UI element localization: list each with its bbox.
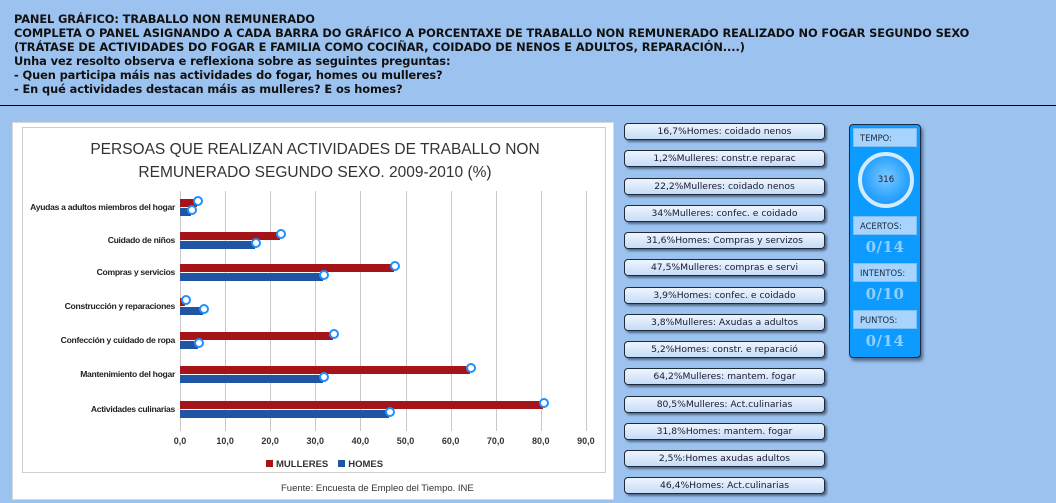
gridline (450, 191, 452, 431)
x-tick-label: 0,0 (173, 436, 187, 446)
bar-mulleres (180, 332, 334, 340)
gridline (225, 191, 227, 431)
page-title: PANEL GRÁFICO: TRABALLO NON REMUNERADO (14, 12, 315, 26)
x-tick-label: 40,0 (351, 436, 370, 446)
chart-image: PERSOAS QUE REALIZAN ACTIVIDADES DE TRAB… (12, 122, 614, 500)
legend-swatch-mulleres (266, 460, 273, 467)
instruction-line-2: (TRÁTASE DE ACTIVIDADES DO FOGAR E FAMIL… (14, 40, 745, 54)
legend-swatch-homes (338, 460, 346, 467)
x-tick-label: 10,0 (216, 436, 234, 446)
timer-dial: 316 (858, 152, 914, 208)
timer-value: 316 (877, 175, 895, 185)
chart-source: Fuente: Encuesta de Empleo del Tiempo. I… (281, 483, 474, 494)
legend-item-homes: HOMES (338, 459, 383, 470)
hits-label: ACERTOS: (853, 216, 917, 235)
bar-homes (180, 208, 192, 216)
bar-homes (180, 341, 198, 349)
draggable-label[interactable]: 3,8%Mulleres: Axudas a adultos (624, 313, 825, 331)
bar-mulleres (180, 199, 198, 207)
drop-target-mulleres[interactable] (390, 261, 401, 271)
score-panel: TEMPO: 316 ACERTOS: 0/14 INTENTOS: 0/10 … (849, 124, 921, 358)
instruction-line-1: COMPLETA O PANEL ASIGNANDO A CADA BARRA … (14, 26, 970, 40)
category-label: Compras y servicios (96, 267, 176, 277)
draggable-label[interactable]: 46,4%Homes: Act.culinarias (624, 477, 825, 495)
draggable-label[interactable]: 22,2%Mulleres: coidado nenos (624, 177, 825, 195)
attempts-value: 0/10 (865, 285, 905, 303)
draggable-label[interactable]: 31,6%Homes: Compras y servizos (624, 232, 825, 249)
draggable-label[interactable]: 80,5%Mulleres: Act.culinarias (624, 395, 825, 413)
category-label: Construcción y reparaciones (64, 301, 176, 311)
x-tick-label: 30,0 (306, 436, 325, 446)
category-label: Actividades culinarias (90, 404, 175, 414)
bar-homes (180, 410, 390, 418)
chart-title-line-1: PERSOAS QUE REALIZAN ACTIVIDADES DE TRAB… (90, 141, 540, 158)
x-tick-label: 60,0 (441, 436, 460, 446)
drop-target-mulleres[interactable] (465, 363, 476, 373)
chart-title-line-2: REMUNERADO SEGUNDO SEXO. 2009-2010 (%) (138, 164, 492, 181)
gridline (405, 191, 407, 431)
draggable-label[interactable]: 1,2%Mulleres: constr.e reparac (624, 150, 825, 168)
attempts-label: INTENTOS: (853, 263, 917, 282)
question-1: - Quen participa máis nas actividades do… (14, 68, 443, 82)
draggable-label[interactable]: 47,5%Mulleres: compras e servi (624, 259, 825, 277)
reflection-prompt: Unha vez resolto observa e reflexiona so… (14, 54, 451, 68)
bar-homes (180, 307, 204, 315)
x-tick-label: 20,0 (261, 436, 279, 446)
x-tick-label: 80,0 (532, 436, 550, 446)
drop-target-homes[interactable] (193, 338, 204, 348)
bar-mulleres (180, 264, 395, 272)
chart-legend: MULLERES HOMES (266, 459, 383, 470)
bar-homes (180, 375, 324, 383)
category-label: Confección y cuidado de ropa (60, 335, 176, 345)
drop-target-homes[interactable] (385, 407, 396, 417)
drop-target-homes[interactable] (319, 372, 330, 382)
gridline (315, 191, 317, 431)
gridline (270, 191, 272, 431)
gridline (540, 191, 542, 431)
draggable-label[interactable]: 2,5%:Homes axudas adultos (624, 450, 825, 467)
question-2: - En qué actividades destacan máis as mu… (14, 82, 403, 96)
draggable-label[interactable]: 34%Mulleres: confec. e coidado (624, 204, 825, 222)
drop-target-homes[interactable] (251, 238, 262, 248)
x-tick-label: 50,0 (396, 436, 415, 446)
drop-target-homes[interactable] (199, 304, 210, 314)
legend-item-mulleres: MULLERES (266, 459, 328, 470)
drop-target-mulleres[interactable] (276, 229, 287, 239)
points-label: PUNTOS: (853, 310, 917, 329)
draggable-label[interactable]: 5,2%Homes: constr. e reparació (624, 341, 825, 358)
category-label: Mantenimiento del hogar (80, 369, 175, 379)
plot-area: 0,0 10,0 20,0 30,0 40,0 50,0 60,0 70,0 80,0 90,0 A… (13, 123, 615, 501)
time-label: TEMPO: (853, 128, 917, 147)
drop-target-mulleres[interactable] (181, 295, 192, 305)
chart-title: PERSOAS QUE REALIZAN ACTIVIDADES DE TRAB… (23, 138, 607, 184)
x-tick-label: 70,0 (486, 436, 505, 446)
bar-mulleres (180, 366, 470, 374)
draggable-label[interactable]: 31,8%Homes: mantem. fogar (624, 422, 825, 440)
gridline (495, 191, 497, 431)
draggable-label[interactable]: 3,9%Homes: confec. e coidado (624, 286, 825, 304)
drop-target-homes[interactable] (187, 205, 198, 215)
drop-target-mulleres[interactable] (193, 196, 204, 206)
category-label: Cuidado de niños (107, 235, 176, 245)
points-value: 0/14 (865, 332, 905, 350)
instructions-header: PANEL GRÁFICO: TRABALLO NON REMUNERADO C… (0, 0, 1056, 106)
draggable-label[interactable]: 16,7%Homes: coidado nenos (624, 123, 825, 140)
bar-mulleres (180, 232, 281, 240)
bar-homes (180, 273, 323, 281)
drop-target-homes[interactable] (318, 270, 329, 280)
hits-value: 0/14 (865, 238, 905, 256)
gridline (360, 191, 362, 431)
bar-mulleres (180, 401, 544, 409)
x-tick-label: 90,0 (577, 436, 595, 446)
drop-target-mulleres[interactable] (329, 329, 340, 339)
category-label: Ayudas a adultos miembros del hogar (30, 202, 175, 212)
gridline (585, 191, 587, 431)
drop-target-mulleres[interactable] (539, 398, 550, 408)
draggable-label[interactable]: 64,2%Mulleres: mantem. fogar (624, 368, 825, 386)
bar-homes (180, 241, 256, 249)
